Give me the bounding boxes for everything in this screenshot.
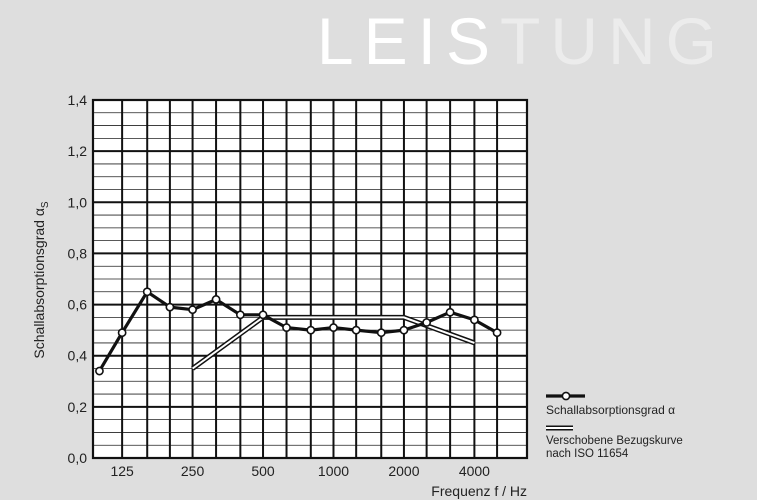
data-point — [235, 310, 245, 320]
x-axis-label: Frequenz f / Hz — [431, 483, 527, 499]
x-tick-label: 4000 — [459, 463, 490, 479]
x-tick-label: 125 — [110, 463, 134, 479]
y-tick-label: 1,4 — [68, 92, 88, 108]
data-point — [422, 318, 432, 327]
legend-label-reference-line2: nach ISO 11654 — [546, 448, 629, 460]
y-axis-label-main: Schallabsorptionsgrad α — [31, 208, 47, 359]
data-point — [399, 325, 409, 335]
data-point — [351, 325, 361, 335]
data-point — [211, 295, 221, 304]
data-point — [188, 305, 197, 315]
y-axis-label: Schallabsorptionsgrad αS — [31, 201, 51, 359]
data-point — [306, 325, 316, 335]
y-tick-label: 0,4 — [68, 348, 88, 364]
legend-label-absorption: Schallabsorptionsgrad α — [546, 403, 675, 417]
data-point — [117, 328, 127, 338]
data-point — [469, 315, 479, 325]
data-point — [142, 287, 152, 297]
y-axis-label-subscript: S — [40, 201, 51, 208]
title-banner: LEISTUNG — [0, 0, 757, 82]
data-point — [376, 328, 386, 338]
x-tick-label: 1000 — [318, 463, 349, 479]
title-part-highlight: LEIS — [316, 4, 501, 78]
y-tick-label: 1,2 — [68, 143, 88, 159]
chart-ticks: 0,0 0,2 0,4 0,6 0,8 1,0 1,2 1,4 125 250 500 1000 200… — [68, 92, 491, 479]
data-point — [282, 323, 291, 332]
y-tick-label: 1,0 — [68, 194, 88, 210]
data-point — [329, 323, 338, 332]
data-point — [492, 328, 502, 338]
chart-grid — [91, 98, 529, 460]
title-part-rest: TUNG — [500, 4, 727, 78]
data-point — [165, 302, 175, 312]
legend-marker-absorption — [561, 391, 571, 401]
x-tick-label: 500 — [251, 463, 275, 479]
x-tick-label: 2000 — [388, 463, 419, 479]
x-tick-label: 250 — [181, 463, 205, 479]
reference-curve-inner — [192, 316, 475, 370]
data-point — [95, 366, 104, 376]
data-point — [258, 310, 268, 320]
chart-legend: Schallabsorptionsgrad α Verschobene Bezug… — [546, 391, 683, 460]
legend-label-reference-line1: Verschobene Bezugskurve — [546, 435, 683, 447]
y-tick-label: 0,8 — [68, 245, 88, 261]
chart-series — [95, 287, 502, 376]
y-tick-label: 0,0 — [68, 450, 88, 466]
plot-border — [91, 98, 529, 460]
y-tick-label: 0,6 — [68, 297, 88, 313]
data-point — [445, 307, 455, 317]
y-tick-label: 0,2 — [68, 399, 88, 415]
